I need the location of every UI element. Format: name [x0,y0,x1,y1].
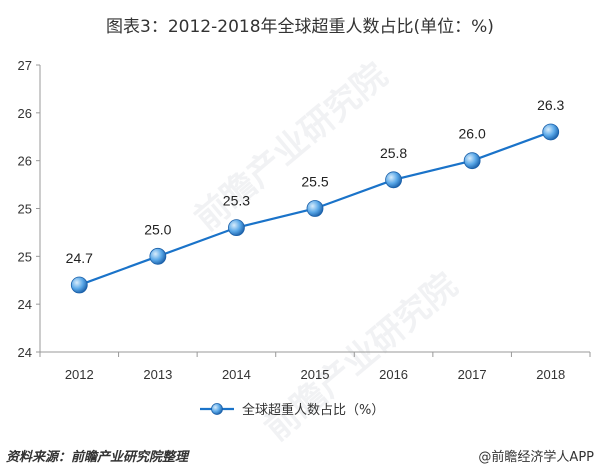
data-label: 26.0 [459,126,486,142]
x-tick-label: 2012 [65,367,94,382]
data-point [542,123,560,141]
y-tick-label: 26 [18,106,32,121]
data-label: 25.0 [144,221,171,237]
x-tick-label: 2017 [458,367,487,382]
data-label: 24.7 [66,250,93,266]
legend-label: 全球超重人数占比（%） [242,402,384,418]
y-tick-label: 25 [18,202,32,217]
data-label: 25.8 [380,145,407,161]
y-tick-label: 27 [18,58,32,73]
data-point [149,247,167,265]
x-tick-label: 2018 [536,367,565,382]
data-label: 25.5 [301,174,328,190]
y-tick-label: 24 [18,297,32,312]
y-tick-label: 25 [18,249,32,264]
legend-marker [211,403,223,415]
chart-title: 图表3：2012-2018年全球超重人数占比(单位：%) [106,17,494,37]
data-point [463,152,481,170]
data-label: 26.3 [537,97,564,113]
x-tick-label: 2016 [379,367,408,382]
data-point [228,219,245,237]
x-tick-label: 2013 [143,367,172,382]
data-point [70,276,88,294]
y-tick-label: 26 [18,154,32,169]
data-label: 25.3 [223,193,250,209]
data-point [306,200,324,217]
source-note: 资料来源：前瞻产业研究院整理 [6,450,189,465]
x-tick-label: 2015 [301,367,330,382]
data-point [385,171,402,189]
y-tick-label: 24 [18,345,32,360]
x-tick-label: 2014 [222,367,251,382]
brand-credit: @前瞻经济学人APP [478,450,594,465]
